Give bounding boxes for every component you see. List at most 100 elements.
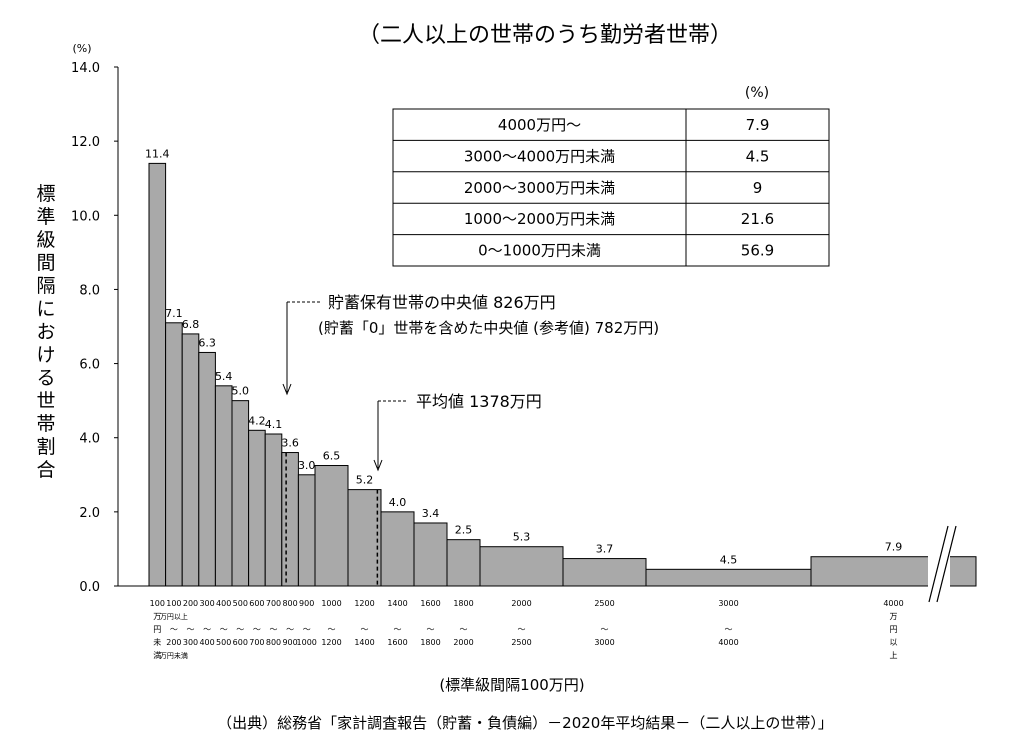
y-tick-label: 4.0 <box>79 432 100 447</box>
x-category-label: 900 <box>282 638 297 647</box>
y-tick-label: 6.0 <box>79 358 100 373</box>
table-row-label: 4000万円～ <box>498 116 581 134</box>
bar-value-label: 4.2 <box>248 414 266 427</box>
table-row-value: 4.5 <box>746 147 770 165</box>
bar-value-label: 2.5 <box>455 524 473 537</box>
y-label-char: 級 <box>36 229 55 251</box>
x-category-label: 1200 <box>321 638 341 647</box>
bar <box>281 452 299 587</box>
x-category-label: ～ <box>460 625 468 634</box>
bar <box>231 400 250 587</box>
x-category-label: 300 <box>183 638 198 647</box>
y-label-char: 世 <box>36 390 55 412</box>
bar-value-label: 6.8 <box>182 318 200 331</box>
bar <box>446 539 481 587</box>
x-category-label: 満 <box>153 651 161 660</box>
table-row-value: 7.9 <box>746 116 770 134</box>
bar <box>479 546 564 587</box>
x-category-label: 万 <box>153 612 161 621</box>
x-category-label: 4000 <box>718 638 738 647</box>
median-annotation-ref: (貯蓄「0」世帯を含めた中央値 (参考値) 782万円) <box>318 319 659 337</box>
y-tick-label: 0.0 <box>79 580 100 595</box>
bar-value-label: 6.5 <box>323 450 341 463</box>
x-category-label: 上 <box>890 651 898 660</box>
y-axis-unit: (%) <box>72 42 91 55</box>
x-category-label: 1200 <box>354 599 374 608</box>
mean-arrowhead <box>373 459 383 472</box>
x-category-label: ～ <box>270 625 278 634</box>
bar-value-label: 5.2 <box>356 474 374 487</box>
table-row-value: 21.6 <box>741 210 774 228</box>
y-axis: 0.0 2.0 4.0 6.0 8.0 10.0 12.0 14.0 <box>71 61 119 595</box>
x-category-label: ～ <box>601 625 609 634</box>
x-category-label: 2500 <box>511 638 531 647</box>
bar <box>413 522 448 587</box>
x-category-label: ～ <box>220 625 228 634</box>
bar <box>148 162 167 587</box>
x-category-label: 2000 <box>511 599 531 608</box>
bar-value-label: 7.1 <box>165 307 183 320</box>
x-category-label: 円 <box>153 625 161 634</box>
x-category-label: 800 <box>282 599 297 608</box>
table-row-label: 2000～3000万円未満 <box>464 179 615 197</box>
bar-value-label: 4.5 <box>720 553 738 566</box>
bar-value-label: 6.3 <box>198 336 216 349</box>
x-category-label: 1600 <box>387 638 407 647</box>
x-category-label: ～ <box>203 625 211 634</box>
bar-value-label: 4.0 <box>389 496 407 509</box>
x-category-label: 万円以上 <box>160 612 188 621</box>
y-label-char: お <box>36 321 55 343</box>
bar <box>198 351 216 587</box>
x-category-label: 未 <box>153 637 161 647</box>
break-line <box>928 525 949 603</box>
bar <box>380 511 415 587</box>
bar-value-label: 7.9 <box>885 541 903 554</box>
bar <box>264 433 283 587</box>
y-label-char: 標 <box>36 183 55 205</box>
y-label-char: 間 <box>36 252 55 274</box>
break-line <box>936 525 957 603</box>
x-category-label: 2500 <box>594 599 614 608</box>
break-gap <box>928 520 950 610</box>
x-category-labels: 100 万円未満 100 万円以上 ～ 200 万円未満 200 ～ 300 300 ～ 400 400 ～… <box>150 599 904 660</box>
y-label-char: 合 <box>36 459 55 481</box>
y-label-char: る <box>36 367 55 389</box>
y-label-char: 隔 <box>36 275 55 297</box>
x-category-label: 1600 <box>420 599 440 608</box>
x-category-label: 400 <box>199 638 214 647</box>
x-category-label: ～ <box>170 625 178 634</box>
table-row-label: 1000～2000万円未満 <box>464 210 615 228</box>
y-label-char: 帯 <box>36 413 55 435</box>
x-category-label: ～ <box>286 625 294 634</box>
table-row-value: 56.9 <box>741 242 774 260</box>
x-category-label: 2000 <box>453 638 473 647</box>
x-category-label: ～ <box>394 625 402 634</box>
y-label-char: け <box>36 344 55 366</box>
x-category-label: ～ <box>328 625 336 634</box>
bar <box>297 474 316 587</box>
x-category-label: 700 <box>266 599 281 608</box>
x-category-label: 1000 <box>297 638 317 647</box>
bar-value-label: 11.4 <box>145 147 170 160</box>
bar <box>347 489 382 587</box>
x-category-label: 100 <box>166 599 181 608</box>
x-category-label: 3000 <box>718 599 738 608</box>
x-category-label: 200 <box>183 599 198 608</box>
table-row-label: 0～1000万円未満 <box>478 242 601 260</box>
table-row-label: 3000～4000万円未満 <box>464 147 615 165</box>
bar-value-label: 5.0 <box>232 385 250 398</box>
bar <box>645 568 812 587</box>
y-tick-label: 10.0 <box>71 209 100 224</box>
bar-value-label: 5.3 <box>513 531 531 544</box>
x-category-label: 1400 <box>387 599 407 608</box>
x-category-label: 200 <box>166 638 181 647</box>
x-category-label: ～ <box>725 625 733 634</box>
x-category-label: ～ <box>427 625 435 634</box>
y-label-char: 割 <box>36 436 55 458</box>
x-category-label: 700 <box>249 638 264 647</box>
chart-title: （二人以上の世帯のうち勤労者世帯） <box>358 23 732 48</box>
x-category-label: 300 <box>199 599 214 608</box>
x-category-label: 600 <box>249 599 264 608</box>
x-category-label: 円 <box>890 625 898 634</box>
